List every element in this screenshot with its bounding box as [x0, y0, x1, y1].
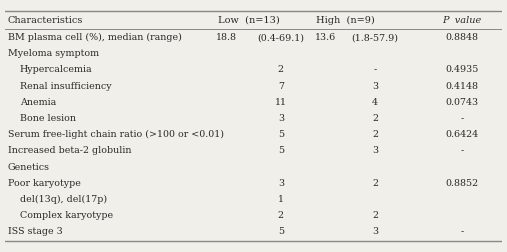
Text: Myeloma symptom: Myeloma symptom [8, 49, 99, 58]
Text: -: - [460, 227, 464, 236]
Text: 2: 2 [372, 211, 378, 220]
Text: del(13q), del(17p): del(13q), del(17p) [20, 195, 107, 204]
Text: 2: 2 [372, 114, 378, 123]
Text: 1: 1 [278, 195, 284, 204]
Text: P  value: P value [443, 16, 482, 25]
Text: 0.6424: 0.6424 [446, 130, 479, 139]
Text: 0.8852: 0.8852 [446, 179, 479, 188]
Text: 2: 2 [278, 66, 284, 74]
Text: 3: 3 [372, 146, 378, 155]
Text: 5: 5 [278, 146, 284, 155]
Text: 0.4148: 0.4148 [446, 82, 479, 91]
Text: 5: 5 [278, 227, 284, 236]
Text: -: - [374, 66, 377, 74]
Text: 0.4935: 0.4935 [446, 66, 479, 74]
Text: Serum free-light chain ratio (>100 or <0.01): Serum free-light chain ratio (>100 or <0… [8, 130, 224, 139]
Text: High  (n=9): High (n=9) [316, 16, 375, 25]
Text: 2: 2 [372, 130, 378, 139]
Text: -: - [460, 146, 464, 155]
Text: 2: 2 [278, 211, 284, 220]
Text: Anemia: Anemia [20, 98, 56, 107]
Text: BM plasma cell (%), median (range): BM plasma cell (%), median (range) [8, 33, 182, 42]
Text: Genetics: Genetics [8, 163, 50, 172]
Text: 3: 3 [278, 179, 284, 188]
Text: (1.8-57.9): (1.8-57.9) [352, 33, 399, 42]
Text: 18.8: 18.8 [215, 33, 237, 42]
Text: Poor karyotype: Poor karyotype [8, 179, 81, 188]
Text: 13.6: 13.6 [315, 33, 336, 42]
Text: Low  (n=13): Low (n=13) [218, 16, 279, 25]
Text: Hypercalcemia: Hypercalcemia [20, 66, 93, 74]
Text: 7: 7 [278, 82, 284, 91]
Text: Renal insufficiency: Renal insufficiency [20, 82, 112, 91]
Text: 4: 4 [372, 98, 378, 107]
Text: 3: 3 [372, 227, 378, 236]
Text: 2: 2 [372, 179, 378, 188]
Text: Bone lesion: Bone lesion [20, 114, 76, 123]
Text: 0.8848: 0.8848 [446, 33, 479, 42]
Text: 11: 11 [275, 98, 287, 107]
Text: 5: 5 [278, 130, 284, 139]
Text: ISS stage 3: ISS stage 3 [8, 227, 62, 236]
Text: 3: 3 [372, 82, 378, 91]
Text: Increased beta-2 globulin: Increased beta-2 globulin [8, 146, 131, 155]
Text: Characteristics: Characteristics [8, 16, 83, 25]
Text: (0.4-69.1): (0.4-69.1) [258, 33, 304, 42]
Text: 3: 3 [278, 114, 284, 123]
Text: Complex karyotype: Complex karyotype [20, 211, 113, 220]
Text: 0.0743: 0.0743 [446, 98, 479, 107]
Text: -: - [460, 114, 464, 123]
